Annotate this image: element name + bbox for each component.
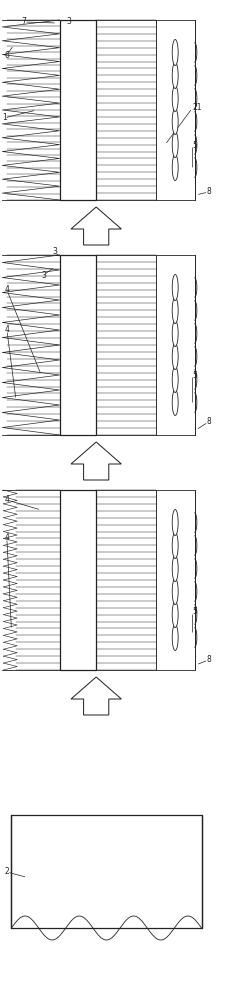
Circle shape (172, 108, 178, 134)
Bar (156, 255, 195, 435)
Circle shape (172, 344, 178, 369)
Circle shape (172, 532, 178, 558)
Circle shape (172, 578, 178, 604)
Circle shape (172, 39, 178, 66)
Polygon shape (71, 207, 121, 245)
Bar (60, 490, 96, 670)
Text: 3: 3 (66, 17, 71, 26)
Polygon shape (71, 677, 121, 715)
Circle shape (172, 624, 178, 650)
Bar (60, 20, 96, 200)
Circle shape (172, 131, 178, 157)
Circle shape (172, 274, 178, 300)
Circle shape (172, 154, 178, 180)
Text: 6: 6 (4, 50, 9, 60)
Circle shape (172, 390, 178, 416)
Circle shape (172, 320, 178, 347)
Text: 8: 8 (206, 188, 211, 196)
Text: 5: 5 (192, 370, 197, 379)
Text: 4: 4 (4, 495, 9, 504)
Text: 21: 21 (192, 104, 202, 112)
Bar (156, 490, 195, 670)
Text: 4: 4 (4, 326, 9, 334)
Circle shape (172, 62, 178, 89)
Circle shape (172, 367, 178, 393)
Text: 5: 5 (192, 607, 197, 616)
Text: 8: 8 (206, 418, 211, 426)
Text: 7: 7 (22, 17, 27, 26)
Bar (60, 255, 96, 435)
Circle shape (172, 601, 178, 628)
Circle shape (172, 298, 178, 324)
Polygon shape (71, 442, 121, 480)
Text: 3: 3 (52, 247, 57, 256)
Text: 1: 1 (2, 113, 6, 122)
Text: 2: 2 (5, 867, 9, 876)
Circle shape (172, 509, 178, 535)
Text: 4: 4 (4, 286, 9, 294)
Circle shape (172, 86, 178, 111)
Text: 3: 3 (41, 270, 46, 279)
Text: 5: 5 (192, 140, 197, 149)
Bar (156, 20, 195, 200)
Bar (11, 815, 202, 928)
Circle shape (172, 555, 178, 581)
Text: 8: 8 (206, 656, 211, 664)
Text: 4: 4 (4, 534, 9, 542)
